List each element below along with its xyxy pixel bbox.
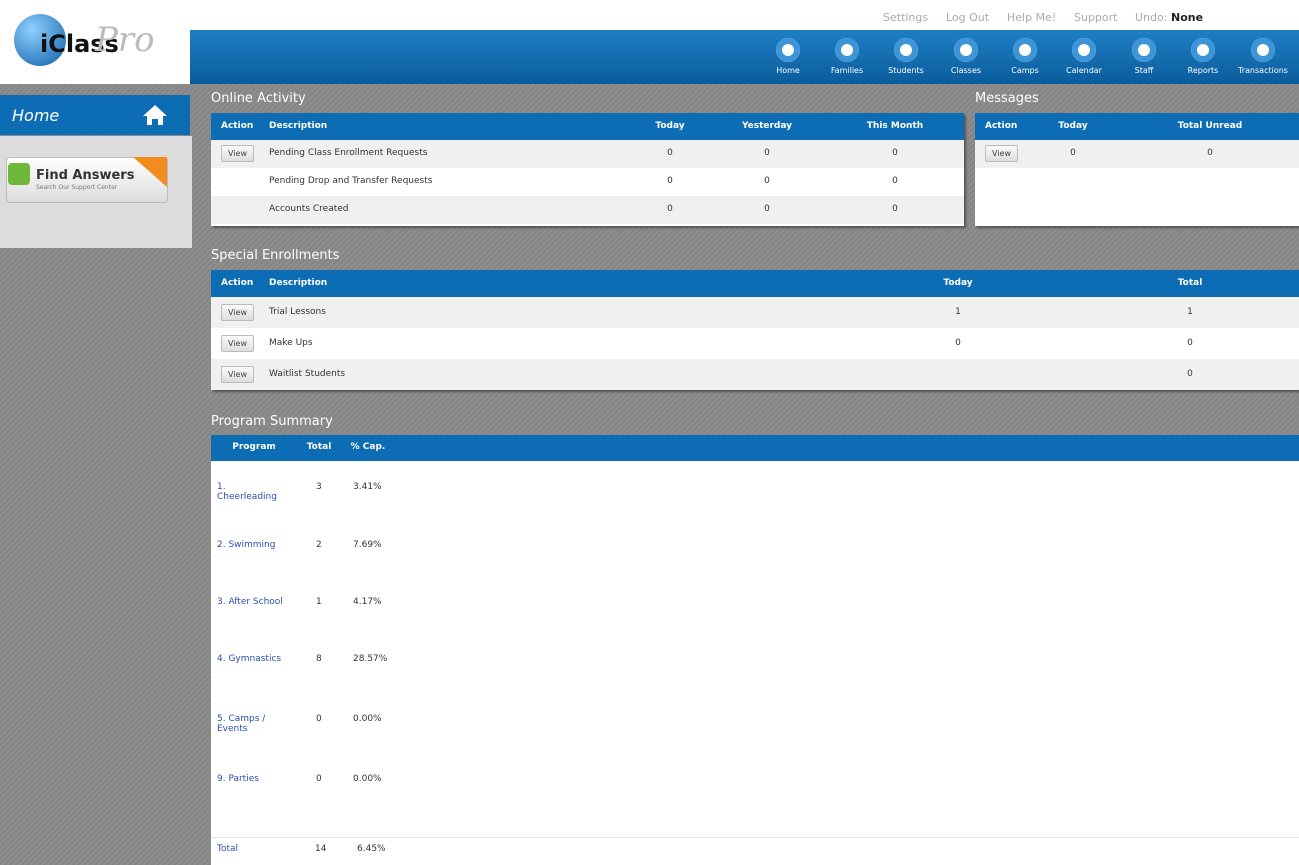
table-cell: 0 — [717, 148, 817, 158]
panel-title: Special Enrollments — [211, 248, 339, 263]
table-cell: Make Ups — [269, 338, 313, 348]
table-cell: 2 — [316, 540, 346, 550]
table-cell: Waitlist Students — [269, 369, 345, 379]
table-cell: 0 — [717, 176, 817, 186]
table-cell: 6.45% — [357, 844, 407, 854]
nav-bar — [150, 30, 1299, 84]
nav-icon[interactable] — [835, 38, 859, 62]
column-header: This Month — [845, 121, 945, 131]
table-row — [211, 297, 1299, 328]
nav-icon[interactable] — [1251, 38, 1275, 62]
view-button[interactable]: View — [221, 304, 254, 321]
find-answers-icon — [8, 163, 30, 185]
table-cell: 0 — [316, 774, 346, 784]
table-cell: Pending Class Enrollment Requests — [269, 148, 427, 158]
table-cell: 3.41% — [353, 482, 403, 492]
view-button[interactable]: View — [221, 335, 254, 352]
sidebar-title: Home — [12, 106, 59, 125]
nav-icon[interactable] — [1072, 38, 1096, 62]
table-cell: 0 — [620, 204, 720, 214]
program-link[interactable]: 1. Cheerleading — [217, 482, 287, 502]
table-cell: 0.00% — [353, 774, 403, 784]
table-cell: Trial Lessons — [269, 307, 326, 317]
table-cell: 0.00% — [353, 714, 403, 724]
table-cell: 0 — [620, 176, 720, 186]
table-cell: 0 — [316, 714, 346, 724]
view-button[interactable]: View — [221, 366, 254, 383]
panel: Action Description Today Total View Trial Les… — [211, 270, 1299, 390]
column-header: Today — [620, 121, 720, 131]
table-cell: 4.17% — [353, 597, 403, 607]
panel: ProgramTotal% Cap.1. Cheerleading33.41%2… — [211, 435, 1299, 865]
program-link[interactable]: 2. Swimming — [217, 540, 287, 550]
undo-label: Undo: — [1135, 11, 1167, 24]
column-header: Action — [221, 121, 253, 131]
column-header: Action — [221, 278, 253, 288]
nav-icon[interactable] — [1013, 38, 1037, 62]
table-cell: 1 — [316, 597, 346, 607]
top-link[interactable]: Support — [1074, 11, 1117, 24]
table-cell: 0 — [845, 204, 945, 214]
table-cell: 0 — [845, 148, 945, 158]
panel-title: Messages — [975, 91, 1039, 106]
nav-icon[interactable] — [1132, 38, 1156, 62]
column-header: Today — [1023, 121, 1123, 131]
column-header: Yesterday — [717, 121, 817, 131]
column-header: Today — [908, 278, 1008, 288]
table-cell: 0 — [1160, 148, 1260, 158]
program-link[interactable]: 4. Gymnastics — [217, 654, 287, 664]
nav-icon[interactable] — [776, 38, 800, 62]
top-link[interactable]: Help Me! — [1007, 11, 1056, 24]
column-header: Total — [1140, 278, 1240, 288]
column-header: Description — [269, 121, 327, 131]
panel-title: Online Activity — [211, 91, 306, 106]
program-link[interactable]: 5. Camps / Events — [217, 714, 287, 734]
table-cell: 28.57% — [353, 654, 403, 664]
panel-title: Program Summary — [211, 414, 333, 429]
table-header — [211, 270, 1299, 297]
view-button[interactable]: View — [221, 145, 254, 162]
table-row — [211, 359, 1299, 390]
logo-suffix: Pro — [95, 20, 155, 60]
table-cell: 0 — [1140, 338, 1240, 348]
top-link[interactable]: Log Out — [946, 11, 989, 24]
table-cell: 0 — [717, 204, 817, 214]
column-header: Total Unread — [1160, 121, 1260, 131]
program-link[interactable]: 9. Parties — [217, 774, 287, 784]
column-header: % Cap. — [328, 442, 408, 452]
panel: Action Today Total Unread View 0 0 — [975, 113, 1299, 226]
column-header: Action — [985, 121, 1017, 131]
table-cell: 0 — [845, 176, 945, 186]
home-icon — [142, 103, 168, 127]
table-cell: 0 — [908, 338, 1008, 348]
table-cell: 0 — [1023, 148, 1123, 158]
find-answers-sub: Search Our Support Center — [36, 184, 117, 191]
nav-icon[interactable] — [954, 38, 978, 62]
table-cell: Accounts Created — [269, 204, 349, 214]
nav-icon[interactable] — [894, 38, 918, 62]
table-cell: 0 — [620, 148, 720, 158]
nav-icon[interactable] — [1191, 38, 1215, 62]
program-link[interactable]: Total — [217, 844, 287, 854]
table-cell: 8 — [316, 654, 346, 664]
panel: Action Description TodayYesterday This Mont… — [211, 113, 964, 226]
top-link[interactable]: Settings — [883, 11, 928, 24]
table-cell: 3 — [316, 482, 346, 492]
undo-value[interactable]: None — [1171, 11, 1203, 24]
program-link[interactable]: 3. After School — [217, 597, 287, 607]
view-button[interactable]: View — [985, 145, 1018, 162]
divider — [211, 837, 1299, 838]
table-cell: 1 — [908, 307, 1008, 317]
nav-label[interactable]: Transactions — [1223, 66, 1299, 75]
table-cell: 14 — [315, 844, 345, 854]
table-cell: Pending Drop and Transfer Requests — [269, 176, 432, 186]
find-answers[interactable]: Find Answers — [36, 168, 134, 183]
table-row — [211, 328, 1299, 359]
table-cell: 7.69% — [353, 540, 403, 550]
column-header: Description — [269, 278, 327, 288]
table-cell: 0 — [1140, 369, 1240, 379]
table-cell: 1 — [1140, 307, 1240, 317]
